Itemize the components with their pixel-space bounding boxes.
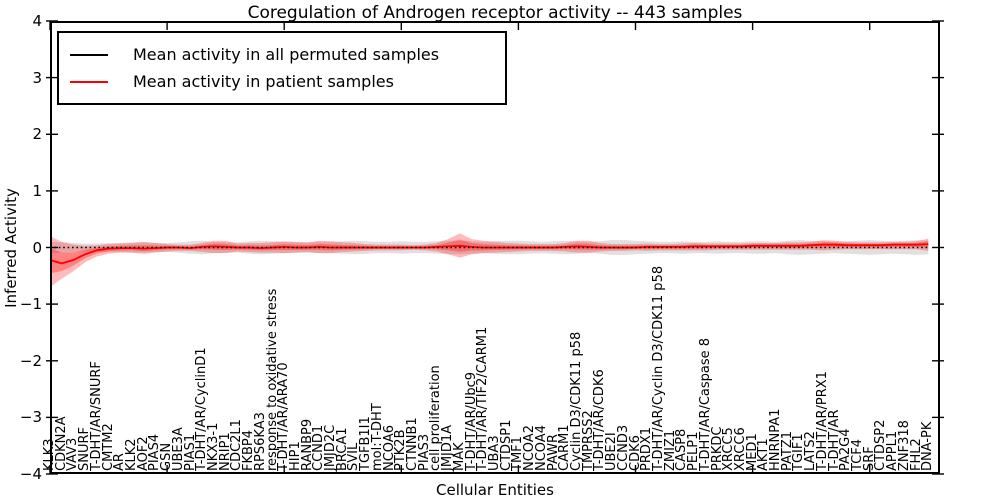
y-tick-label: 4	[32, 12, 42, 30]
y-tick-label: 3	[32, 68, 42, 87]
y-tick-label: −3	[19, 408, 42, 427]
y-tick-label: 1	[32, 181, 42, 200]
chart-title: Coregulation of Androgen receptor activi…	[247, 3, 743, 23]
y-tick-label: −4	[19, 465, 42, 483]
y-tick-label: −1	[19, 295, 42, 314]
legend-item-permuted: Mean activity in all permuted samples	[69, 41, 495, 68]
x-tick-label: DNA-PK	[920, 421, 936, 471]
axes-frame	[50, 21, 940, 474]
y-tick-label: 0	[32, 238, 42, 257]
legend-label-permuted: Mean activity in all permuted samples	[133, 45, 440, 64]
legend-item-patient: Mean activity in patient samples	[69, 68, 495, 95]
legend-line-sample-black	[69, 53, 109, 56]
chart-canvas	[46, 20, 944, 475]
legend-line-sample-red	[69, 80, 109, 83]
y-tick-label: −2	[19, 351, 42, 370]
legend: Mean activity in all permuted samples Me…	[57, 31, 507, 105]
legend-label-patient: Mean activity in patient samples	[133, 72, 394, 91]
x-axis-title: Cellular Entities	[436, 481, 554, 499]
y-tick-label: 2	[32, 125, 42, 144]
